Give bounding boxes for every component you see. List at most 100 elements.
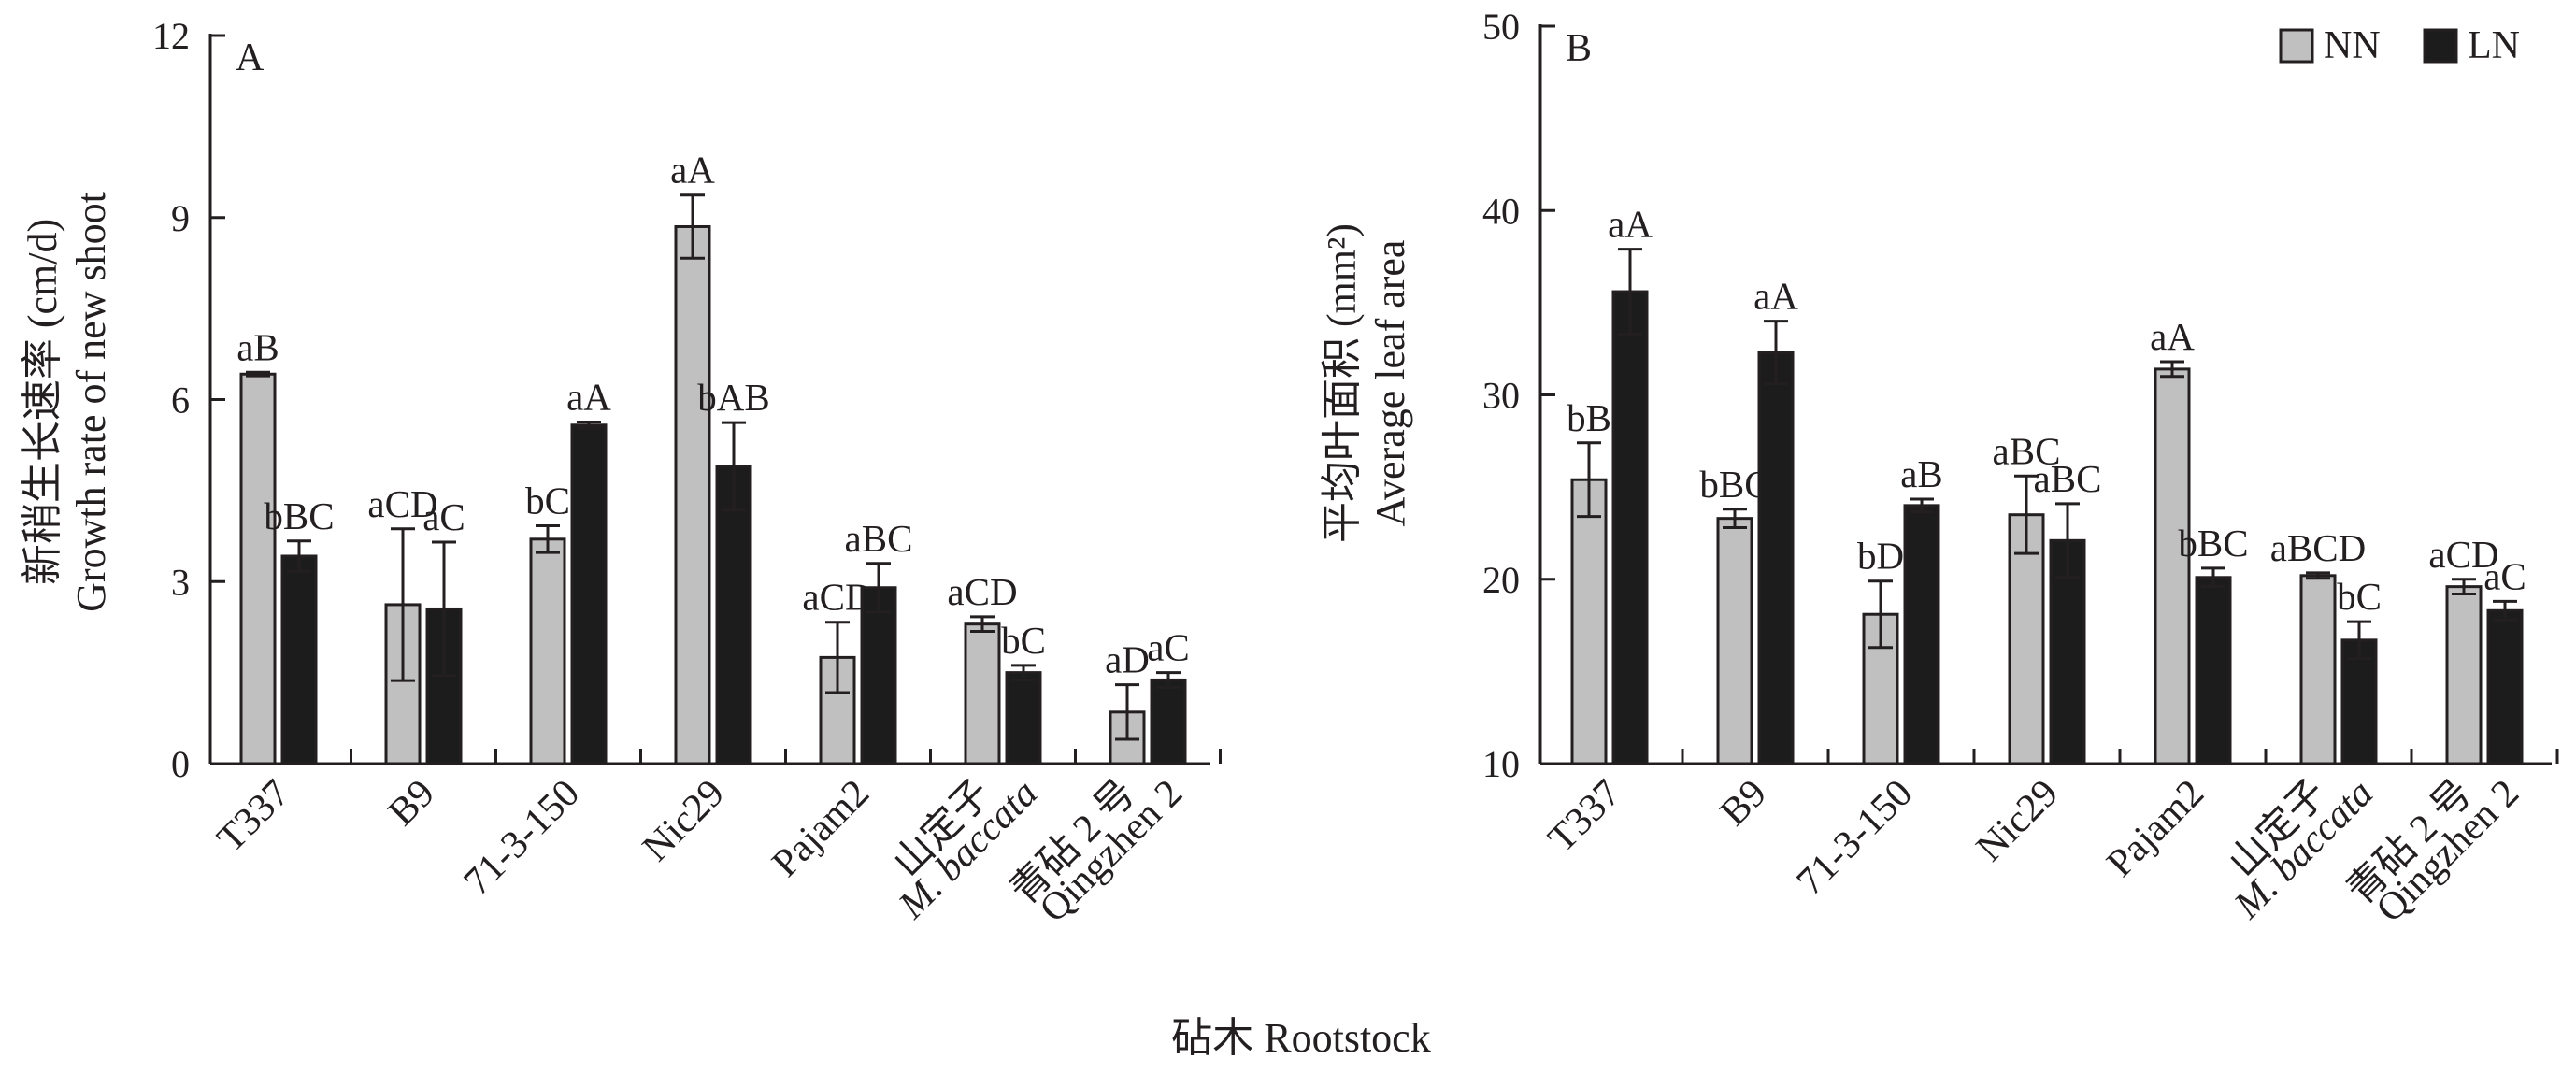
panel-a-error-bar [287,539,311,573]
panel-a-significance-label: bC [525,479,570,522]
panel-b-significance-label: bD [1857,535,1904,578]
panel-b-bar-nn [1716,517,1753,765]
panel-b-y-tick-label: 40 [1482,190,1520,232]
panel-a-y-axis-title-cn: 新稍生长速率 (cm/d) [20,219,65,585]
panel-b-error-bar [2347,620,2371,661]
panel-b-significance-label: aB [1900,452,1943,495]
legend: NN LN [2279,24,2520,67]
panel-a-error-bar [970,615,995,633]
panel-b-bar-ln [2486,608,2524,765]
panel-b-bar-ln [2049,538,2086,765]
panel-a-significance-label: aCD [367,482,437,525]
panel-b-bar-ln [2195,576,2232,765]
panel-b-significance-label: bC [2337,575,2382,618]
panel-a-bar-nn [239,372,277,765]
panel-a-significance-label: aC [1147,626,1190,669]
panel-b-significance-label: bB [1567,396,1611,439]
panel-b-bar-nn [2154,367,2191,765]
panel-a-category-label: Pajam2 [764,772,878,886]
panel-a-error-bar [1156,671,1181,689]
panel-b-y-tick-label: 50 [1482,6,1520,48]
panel-a-y-tick-label: 6 [171,379,190,422]
panel-b-letter: B [1566,27,1592,70]
panel-b-error-bar [2055,502,2080,579]
panel-a-error-bar [1011,664,1036,681]
panel-b-error-bar [2452,578,2476,596]
panel-b-bar-ln [1757,351,1795,765]
panel-a-category-label: 71-3-150 [456,772,588,904]
panel-a-significance-label: aA [670,149,715,192]
panel-a-category-label: Nic29 [635,772,733,870]
panel-b-y-axis-title-cn: 平均叶面积 (mm²) [1319,223,1365,543]
panel-b-category-label: Nic29 [1968,772,2067,870]
panel-a-bar-nn [819,655,856,765]
panel-a-error-bar [1115,683,1139,741]
panel-b-error-bar [2160,360,2184,379]
panel-b-bar-ln [1611,290,1649,765]
x-axis-title: 砧木 Rootstock [1171,1015,1430,1061]
panel-b-y-tick-label: 10 [1482,743,1520,785]
panel-a-category-label: T337 [209,772,298,861]
panel-b-error-bar [2493,599,2517,622]
panel-a-y-tick-label: 3 [171,561,190,603]
panel-a-error-bar [536,524,560,554]
panel-b-error-bar [1618,248,1642,336]
panel-b-category-label: Pajam2 [2098,772,2212,886]
panel-b-significance-label: aBC [1993,429,2061,472]
panel-b-significance-label: aC [2483,554,2526,597]
panel-a-significance-label: aB [236,325,279,368]
panel-a-significance-label: aBC [845,517,913,560]
panel-b-error-bar [1764,320,1788,386]
panel-a-bar-ln [570,423,608,765]
panel-b-bar-nn [2008,513,2045,765]
panel-a-error-bar [722,421,746,512]
panel-b-significance-label: aA [1753,275,1798,318]
panel-b-bar-nn [2445,585,2483,765]
panel-b-significance-label: aA [1608,203,1653,246]
panel-b-category-label: T337 [1540,772,1629,861]
legend-swatch-nn [2279,28,2314,64]
panel-b-significance-label: bBC [2178,522,2248,565]
panel-b-bar-ln [1903,504,1940,765]
panel-b-error-bar [2014,474,2039,555]
panel-a-bar-nn [674,224,711,765]
panel-a-bar-ln [1005,671,1042,765]
panel-a-bar-nn [964,622,1001,765]
panel-a-error-bar [866,562,891,614]
panel-b-error-bar [1910,497,1934,514]
panel-b-error-bar [2306,571,2330,580]
panel-a-significance-label: bBC [264,494,334,537]
panel-b-error-bar [2201,566,2225,589]
panel-b: 10 20 30 40 50 B 平均叶面积 (mm²) Average leaf area b… [1319,6,2559,931]
panel-a-letter: A [236,36,265,79]
panel-a-significance-label: bAB [697,376,769,419]
panel-b-significance-label: aBC [2034,457,2102,500]
panel-a-significance-label: aCD [947,570,1017,613]
panel-a-error-bar [680,193,705,260]
panel-a-significance-label: bC [1001,619,1046,662]
panel-b-error-bar [1868,579,1893,650]
panel-a-significance-label: aA [566,376,611,419]
panel-a-bar-ln [280,554,318,765]
panel-b-bar-nn [1570,478,1608,765]
panel-a-error-bar [391,527,415,682]
panel-b-significance-label: aCD [2428,533,2498,576]
panel-a-y-axis-title-en: Growth rate of new shoot [68,192,114,612]
panel-a-bar-nn [529,537,566,765]
panel-a-error-bar [825,621,850,694]
panel-a-bar-ln [1150,678,1187,765]
panel-a-error-bar [246,370,270,378]
panel-b-bar-nn [2299,574,2337,765]
panel-a: 0 3 6 9 12 A 新稍生长速率 (cm/d) Growth rate of new s… [20,15,1222,931]
legend-label-nn: NN [2324,24,2381,67]
panel-b-error-bar [1577,441,1601,519]
panel-a-significance-label: aC [422,495,465,538]
panel-a-y-tick-label: 9 [171,197,190,239]
panel-b-category-label: B9 [1712,772,1775,835]
panel-b-significance-label: aA [2150,315,2195,358]
legend-label-ln: LN [2468,24,2520,67]
panel-a-y-tick-label: 0 [171,743,190,785]
panel-a-category-label: B9 [380,772,443,835]
